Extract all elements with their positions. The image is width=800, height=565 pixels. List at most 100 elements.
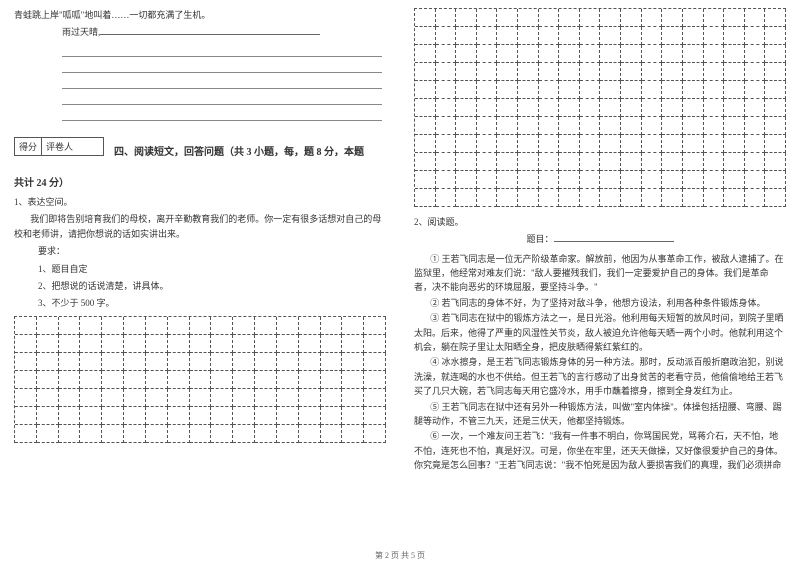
grid-cell bbox=[102, 407, 124, 425]
grid-cell bbox=[37, 407, 59, 425]
grid-cell bbox=[124, 335, 146, 353]
score-box: 得分 评卷人 bbox=[14, 137, 104, 156]
grid-cell bbox=[80, 407, 102, 425]
grid-cell bbox=[233, 389, 255, 407]
grid-cell bbox=[477, 171, 498, 189]
grid-cell bbox=[662, 63, 683, 81]
grid-cell bbox=[642, 117, 663, 135]
page-container: 青蛙跳上岸"呱呱"地叫着……一切都充满了生机。 雨过天晴, 得分 评卷人 四、阅… bbox=[0, 0, 800, 565]
title-blank bbox=[554, 232, 674, 242]
grid-cell bbox=[642, 27, 663, 45]
grid-cell bbox=[233, 335, 255, 353]
grid-cell bbox=[724, 81, 745, 99]
grid-cell bbox=[415, 171, 436, 189]
grid-cell bbox=[745, 99, 766, 117]
grid-cell bbox=[497, 135, 518, 153]
grid-cell bbox=[559, 99, 580, 117]
passage-para: ① 王若飞同志是一位无产阶级革命家。解放前，他因为从事革命工作，被敌人逮捕了。在… bbox=[414, 252, 786, 295]
grid-cell bbox=[539, 99, 560, 117]
grid-cell bbox=[477, 63, 498, 81]
grid-cell bbox=[559, 9, 580, 27]
grid-cell bbox=[124, 425, 146, 443]
grid-cell bbox=[642, 153, 663, 171]
grid-cell bbox=[518, 9, 539, 27]
grid-cell bbox=[364, 389, 386, 407]
grid-cell bbox=[15, 389, 37, 407]
grid-cell bbox=[539, 9, 560, 27]
grid-cell bbox=[559, 189, 580, 207]
grid-cell bbox=[102, 317, 124, 335]
grid-cell bbox=[15, 317, 37, 335]
grid-cell bbox=[724, 189, 745, 207]
grid-cell bbox=[477, 9, 498, 27]
grid-cell bbox=[662, 117, 683, 135]
grid-cell bbox=[321, 335, 343, 353]
grid-cell bbox=[342, 353, 364, 371]
passage-para: ④ 冰水擦身，是王若飞同志锻炼身体的另一种方法。那时，反动派百般折磨政治犯，别说… bbox=[414, 355, 786, 398]
grid-cell bbox=[745, 171, 766, 189]
grid-cell bbox=[765, 135, 786, 153]
grid-cell bbox=[765, 99, 786, 117]
grid-cell bbox=[765, 117, 786, 135]
grid-cell bbox=[600, 63, 621, 81]
grid-cell bbox=[146, 353, 168, 371]
grid-cell bbox=[497, 63, 518, 81]
grid-cell bbox=[477, 135, 498, 153]
grid-cell bbox=[415, 63, 436, 81]
grid-cell bbox=[683, 99, 704, 117]
grid-cell bbox=[724, 99, 745, 117]
grid-cell bbox=[124, 407, 146, 425]
grid-cell bbox=[456, 135, 477, 153]
grid-cell bbox=[415, 189, 436, 207]
grid-cell bbox=[662, 27, 683, 45]
grid-cell bbox=[168, 353, 190, 371]
grid-cell bbox=[477, 153, 498, 171]
passage-para: ② 若飞同志的身体不好，为了坚持对敌斗争，他想方设法，利用各种条件锻炼身体。 bbox=[414, 296, 786, 310]
grid-cell bbox=[497, 99, 518, 117]
grid-cell bbox=[642, 63, 663, 81]
grid-cell bbox=[662, 45, 683, 63]
grid-cell bbox=[477, 189, 498, 207]
grid-cell bbox=[211, 317, 233, 335]
grid-cell bbox=[642, 189, 663, 207]
grid-cell bbox=[539, 171, 560, 189]
grid-cell bbox=[59, 353, 81, 371]
grid-cell bbox=[642, 45, 663, 63]
grid-cell bbox=[704, 27, 725, 45]
grid-cell bbox=[704, 135, 725, 153]
grid-cell bbox=[364, 425, 386, 443]
grid-cell bbox=[477, 45, 498, 63]
grid-cell bbox=[168, 407, 190, 425]
grid-cell bbox=[321, 407, 343, 425]
grid-cell bbox=[745, 117, 766, 135]
blank-underline bbox=[100, 25, 320, 35]
writing-grid-left bbox=[14, 316, 386, 443]
grid-cell bbox=[299, 317, 321, 335]
grid-cell bbox=[15, 371, 37, 389]
grid-cell bbox=[580, 63, 601, 81]
grid-cell bbox=[724, 27, 745, 45]
grid-cell bbox=[415, 45, 436, 63]
grid-cell bbox=[190, 407, 212, 425]
grid-cell bbox=[102, 425, 124, 443]
grid-cell bbox=[415, 135, 436, 153]
score-cell-score: 得分 bbox=[15, 138, 42, 155]
grid-cell bbox=[621, 9, 642, 27]
grid-cell bbox=[539, 63, 560, 81]
grid-cell bbox=[102, 371, 124, 389]
grid-cell bbox=[80, 371, 102, 389]
grid-cell bbox=[321, 353, 343, 371]
grid-cell bbox=[539, 153, 560, 171]
grid-cell bbox=[765, 81, 786, 99]
grid-cell bbox=[146, 335, 168, 353]
grid-cell bbox=[765, 63, 786, 81]
grid-cell bbox=[600, 117, 621, 135]
grid-cell bbox=[342, 407, 364, 425]
grid-cell bbox=[59, 371, 81, 389]
grid-cell bbox=[37, 353, 59, 371]
grid-cell bbox=[59, 425, 81, 443]
grid-cell bbox=[415, 117, 436, 135]
grid-cell bbox=[580, 171, 601, 189]
grid-cell bbox=[704, 45, 725, 63]
grid-cell bbox=[477, 81, 498, 99]
